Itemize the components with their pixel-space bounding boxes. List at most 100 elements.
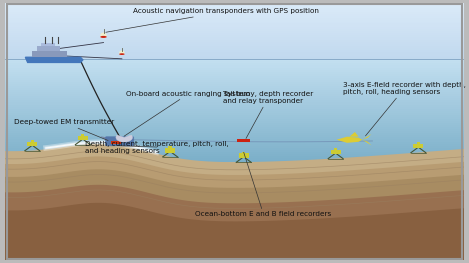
Bar xyxy=(5,65,464,68)
Bar xyxy=(5,146,464,148)
Polygon shape xyxy=(5,169,464,260)
Bar xyxy=(5,160,464,162)
Bar xyxy=(5,121,464,123)
Bar xyxy=(5,27,464,29)
Polygon shape xyxy=(349,132,359,137)
Text: Deep-towed EM transmitter: Deep-towed EM transmitter xyxy=(14,119,114,140)
Bar xyxy=(5,148,464,150)
Text: Acoustic navigation transponders with GPS position: Acoustic navigation transponders with GP… xyxy=(106,8,319,32)
Bar xyxy=(5,3,464,4)
Bar xyxy=(239,153,249,158)
Bar xyxy=(5,33,464,35)
Bar xyxy=(5,44,464,46)
Bar xyxy=(5,152,464,154)
Ellipse shape xyxy=(119,53,125,55)
Polygon shape xyxy=(362,140,371,145)
Bar xyxy=(5,42,464,44)
Bar xyxy=(5,23,464,25)
Bar xyxy=(5,103,464,105)
Bar xyxy=(5,154,464,156)
Bar xyxy=(5,82,464,84)
Ellipse shape xyxy=(119,50,125,55)
Bar xyxy=(5,144,464,146)
Polygon shape xyxy=(5,185,464,260)
Bar xyxy=(5,90,464,92)
Bar xyxy=(5,131,464,133)
Bar xyxy=(5,139,464,141)
Bar xyxy=(168,146,172,148)
Bar xyxy=(5,158,464,160)
Wedge shape xyxy=(116,135,132,142)
Text: On-board acoustic ranging system: On-board acoustic ranging system xyxy=(124,91,250,136)
Bar xyxy=(5,96,464,98)
Bar xyxy=(5,12,464,14)
Ellipse shape xyxy=(100,36,107,38)
Bar xyxy=(32,51,67,57)
Bar xyxy=(5,127,464,129)
Bar xyxy=(5,52,464,54)
Bar xyxy=(30,140,34,142)
Bar xyxy=(5,4,464,6)
Bar xyxy=(5,80,464,82)
Text: Ocean-bottom E and B field recorders: Ocean-bottom E and B field recorders xyxy=(196,152,332,218)
Bar xyxy=(5,109,464,111)
Bar xyxy=(5,150,464,152)
Bar xyxy=(5,57,464,59)
Bar xyxy=(5,141,464,144)
Bar xyxy=(5,14,464,16)
Bar xyxy=(111,141,121,144)
Bar xyxy=(5,6,464,8)
Bar xyxy=(5,76,464,78)
Bar xyxy=(5,111,464,113)
Bar xyxy=(331,150,340,154)
Bar xyxy=(78,135,88,140)
Bar xyxy=(5,25,464,27)
Bar xyxy=(5,107,464,109)
Bar xyxy=(5,18,464,20)
Polygon shape xyxy=(337,137,362,143)
Polygon shape xyxy=(5,203,464,260)
Bar xyxy=(41,43,55,46)
Bar xyxy=(237,139,250,142)
Bar xyxy=(5,41,464,42)
Bar xyxy=(5,50,464,52)
Bar xyxy=(5,16,464,18)
Polygon shape xyxy=(100,136,107,140)
Bar xyxy=(5,117,464,119)
Bar xyxy=(5,156,464,158)
Bar xyxy=(81,134,84,136)
Bar xyxy=(5,115,464,117)
Bar xyxy=(5,68,464,70)
Bar xyxy=(5,37,464,39)
Bar xyxy=(5,119,464,121)
Bar xyxy=(5,61,464,63)
Bar xyxy=(5,55,464,57)
Text: Depth, current, temperature, pitch, roll,
and heading sensors: Depth, current, temperature, pitch, roll… xyxy=(85,140,229,154)
Bar xyxy=(242,152,245,154)
Bar xyxy=(5,74,464,76)
Polygon shape xyxy=(5,144,464,260)
Bar xyxy=(5,105,464,107)
Polygon shape xyxy=(362,134,371,140)
Bar xyxy=(5,54,464,55)
Bar xyxy=(5,92,464,94)
Bar xyxy=(5,84,464,86)
Bar xyxy=(5,39,464,41)
Bar xyxy=(5,129,464,131)
FancyBboxPatch shape xyxy=(106,137,134,146)
Bar xyxy=(5,133,464,135)
Bar xyxy=(165,148,175,153)
Bar xyxy=(5,48,464,50)
Bar xyxy=(27,142,37,146)
Bar xyxy=(413,144,424,148)
Text: 3-axis E-field recorder with depth,
pitch, roll, heading sensors: 3-axis E-field recorder with depth, pitc… xyxy=(342,82,465,136)
Bar xyxy=(5,100,464,103)
Bar xyxy=(334,148,337,150)
Bar xyxy=(5,8,464,10)
Bar xyxy=(5,94,464,96)
Bar xyxy=(5,86,464,88)
Bar xyxy=(5,22,464,23)
Bar xyxy=(5,46,464,48)
Bar xyxy=(5,70,464,72)
Ellipse shape xyxy=(100,33,107,38)
